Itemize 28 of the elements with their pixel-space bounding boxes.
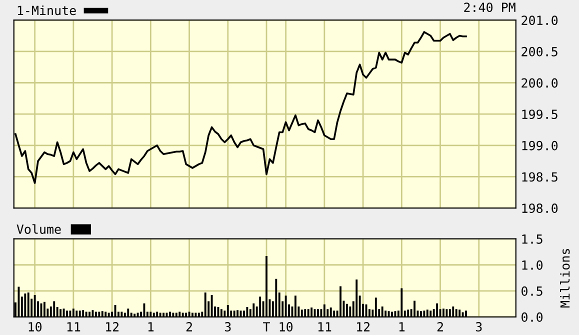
y-tick-label: 200.5 — [522, 46, 558, 56]
y-tick-label: 199.5 — [522, 110, 558, 120]
x-tick-label: T — [263, 322, 270, 332]
legend-label: 1-Minute — [18, 6, 76, 16]
y-tick-label: 201.0 — [522, 16, 558, 26]
x-tick-label: 12 — [357, 322, 370, 332]
y-axis-title: Millions — [560, 249, 570, 308]
y-tick-label: 198.0 — [522, 204, 558, 213]
y-tick-label: 1.5 — [522, 234, 542, 244]
y-tick-label: 199.0 — [522, 140, 558, 150]
x-tick-label: 1 — [148, 322, 154, 332]
x-tick-label: 10 — [28, 322, 42, 332]
y-tick-label: 0.5 — [522, 286, 542, 296]
x-tick-label: 2 — [437, 322, 443, 332]
x-tick-label: 3 — [476, 322, 482, 332]
x-tick-label: 11 — [67, 322, 80, 332]
x-tick-label: 2 — [186, 322, 192, 332]
x-tick-label: 10 — [280, 322, 293, 332]
y-tick-label: 198.5 — [522, 172, 558, 182]
y-tick-label: 0.0 — [522, 312, 543, 322]
x-tick-label: 12 — [106, 322, 119, 332]
legend-label: Volume — [16, 224, 61, 234]
x-tick-label: 3 — [224, 322, 231, 332]
x-tick-label: 1 — [399, 322, 405, 332]
text: 2:40 PM — [464, 2, 516, 12]
y-tick-label: 1.0 — [522, 260, 543, 270]
y-tick-label: 200.0 — [522, 78, 558, 88]
x-tick-label: 11 — [318, 322, 332, 332]
